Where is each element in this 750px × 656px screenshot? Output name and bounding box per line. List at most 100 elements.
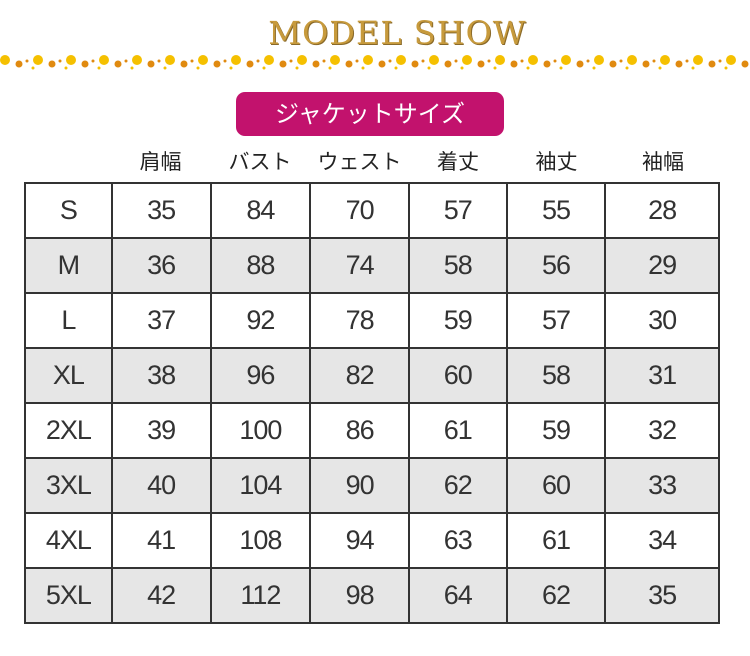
decorative-dot [394, 66, 398, 70]
table-row: 4XL 41 108 94 63 61 34 [24, 512, 720, 569]
value-cell: 96 [209, 347, 312, 404]
decorative-dot [421, 59, 425, 63]
decorative-dot [685, 59, 689, 63]
decorative-dot [510, 60, 518, 68]
value-cell: 32 [604, 402, 720, 459]
decorative-dot [64, 66, 68, 70]
decorative-dot [0, 55, 10, 65]
table-row: 5XL 42 112 98 64 62 35 [24, 567, 720, 624]
table-row: S 35 84 70 57 55 28 [24, 182, 720, 239]
decorative-dot [724, 66, 728, 70]
decorative-dot [427, 66, 431, 70]
decorative-dot [487, 59, 491, 63]
column-header-bust: バスト [228, 150, 292, 174]
value-cell: 90 [309, 457, 410, 514]
value-cell: 62 [407, 457, 508, 514]
value-cell: 94 [309, 512, 410, 569]
decorative-dot [388, 59, 392, 63]
decorative-dot [429, 55, 439, 65]
decorative-dot [264, 55, 274, 65]
decorative-dot [163, 66, 167, 70]
decorative-dot [708, 60, 716, 68]
decorative-dot [196, 66, 200, 70]
value-cell: 108 [209, 512, 312, 569]
decorative-dot [99, 55, 109, 65]
decorative-dot [198, 55, 208, 65]
value-cell: 61 [407, 402, 508, 459]
value-cell: 92 [209, 292, 312, 349]
value-cell: 37 [110, 292, 212, 349]
value-cell: 42 [110, 567, 212, 624]
decorative-dot [378, 60, 386, 68]
table-row: 2XL 39 100 86 61 59 32 [24, 402, 720, 459]
decorative-dot [25, 59, 29, 63]
decorative-dot [58, 59, 62, 63]
table-row: L 37 92 78 59 57 30 [24, 292, 720, 349]
decorative-dot [330, 55, 340, 65]
decorative-dot [31, 66, 35, 70]
decorative-dot [295, 66, 299, 70]
decorative-dot [328, 66, 332, 70]
decorative-dot [312, 60, 320, 68]
size-cell: M [24, 237, 113, 294]
value-cell: 62 [505, 567, 607, 624]
decorative-dot [462, 55, 472, 65]
decorative-dots [0, 55, 749, 70]
decorative-dot [147, 60, 155, 68]
column-header-waist: ウェスト [317, 150, 402, 174]
decorative-dot [231, 55, 241, 65]
value-cell: 88 [209, 237, 312, 294]
column-header-length: 着丈 [437, 150, 479, 174]
table-row: 3XL 40 104 90 62 60 33 [24, 457, 720, 514]
value-cell: 34 [604, 512, 720, 569]
decorative-dot [297, 55, 307, 65]
decorative-dot [576, 60, 584, 68]
decorative-dot [592, 66, 596, 70]
value-cell: 82 [309, 347, 410, 404]
decorative-dot [528, 55, 538, 65]
table-row: XL 38 96 82 60 58 31 [24, 347, 720, 404]
decorative-dot [652, 59, 656, 63]
value-cell: 112 [209, 567, 312, 624]
column-header-sleeve-length: 袖丈 [535, 150, 578, 174]
size-table: S 35 84 70 57 55 28 M 36 88 74 58 56 29 L 37 92 78 59 57 30 X… [24, 182, 720, 624]
value-cell: 98 [309, 567, 410, 624]
value-cell: 58 [407, 237, 508, 294]
decorative-dot [66, 55, 76, 65]
decorative-dot [130, 66, 134, 70]
size-cell: XL [24, 347, 113, 404]
decorative-dot [627, 55, 637, 65]
decorative-dot [693, 55, 703, 65]
value-cell: 39 [110, 402, 212, 459]
decorative-dot [363, 55, 373, 65]
value-cell: 31 [604, 347, 720, 404]
decorative-dot [493, 66, 497, 70]
column-header-shoulder: 肩幅 [139, 150, 182, 174]
value-cell: 38 [110, 347, 212, 404]
value-cell: 29 [604, 237, 720, 294]
value-cell: 61 [505, 512, 607, 569]
size-cell: 4XL [24, 512, 113, 569]
decorative-dot [229, 66, 233, 70]
value-cell: 64 [407, 567, 508, 624]
decorative-dot [495, 55, 505, 65]
decorative-dot [619, 59, 623, 63]
value-cell: 57 [407, 182, 508, 239]
decorative-dot [411, 60, 419, 68]
decorative-dot [660, 55, 670, 65]
decorative-dot [625, 66, 629, 70]
decorative-dot [114, 60, 122, 68]
value-cell: 33 [604, 457, 720, 514]
value-cell: 41 [110, 512, 212, 569]
decorative-dot [262, 66, 266, 70]
decorative-dot [741, 60, 749, 68]
decorative-dot [559, 66, 563, 70]
value-cell: 28 [604, 182, 720, 239]
value-cell: 104 [209, 457, 312, 514]
decorative-dot [355, 59, 359, 63]
value-cell: 58 [505, 347, 607, 404]
decorative-dot [586, 59, 590, 63]
value-cell: 60 [407, 347, 508, 404]
table-row: M 36 88 74 58 56 29 [24, 237, 720, 294]
size-cell: 2XL [24, 402, 113, 459]
